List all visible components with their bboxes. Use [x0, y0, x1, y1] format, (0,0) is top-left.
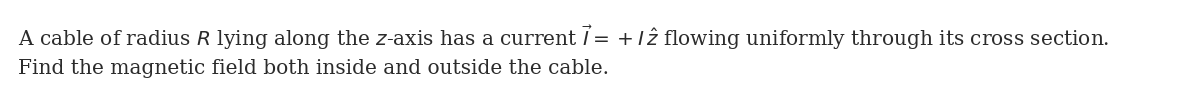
Text: Find the magnetic field both inside and outside the cable.: Find the magnetic field both inside and … — [18, 59, 610, 78]
Text: A cable of radius $R$ lying along the $z$-axis has a current $\vec{I} = +I\,\hat: A cable of radius $R$ lying along the $z… — [18, 23, 1110, 52]
